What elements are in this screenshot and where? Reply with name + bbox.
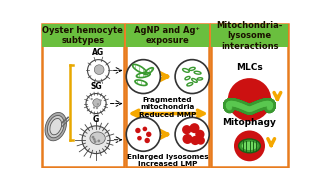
Circle shape — [145, 138, 150, 143]
Ellipse shape — [90, 132, 105, 144]
Circle shape — [82, 126, 110, 154]
Circle shape — [191, 136, 200, 145]
Circle shape — [96, 107, 98, 109]
Circle shape — [96, 106, 98, 108]
Text: SG: SG — [90, 82, 102, 91]
Text: AgNP and Ag⁺
exposure: AgNP and Ag⁺ exposure — [134, 26, 200, 46]
Circle shape — [90, 98, 93, 100]
Ellipse shape — [239, 139, 260, 153]
Ellipse shape — [47, 115, 64, 138]
Circle shape — [88, 60, 109, 81]
Circle shape — [86, 94, 106, 114]
Circle shape — [189, 123, 200, 133]
Circle shape — [99, 99, 102, 102]
Text: Oyster hemocyte
subtypes: Oyster hemocyte subtypes — [43, 26, 123, 46]
Circle shape — [143, 127, 147, 131]
Circle shape — [135, 128, 141, 133]
Bar — [211, 24, 288, 47]
Circle shape — [175, 117, 209, 151]
Circle shape — [94, 140, 97, 143]
Text: AG: AG — [92, 48, 104, 57]
Text: MLCs: MLCs — [236, 63, 263, 72]
Circle shape — [126, 60, 160, 94]
Circle shape — [98, 139, 100, 142]
Text: Fragmented
mitochondria
Reduced MMP: Fragmented mitochondria Reduced MMP — [139, 97, 196, 118]
Circle shape — [183, 134, 193, 144]
Circle shape — [182, 125, 191, 134]
Circle shape — [93, 106, 95, 109]
Circle shape — [175, 60, 209, 94]
Bar — [42, 24, 124, 167]
Circle shape — [137, 136, 142, 140]
Circle shape — [97, 103, 99, 105]
Circle shape — [196, 136, 205, 145]
Ellipse shape — [242, 142, 257, 150]
Circle shape — [195, 130, 204, 139]
Text: Mitochondria-
lysosome
interactions: Mitochondria- lysosome interactions — [216, 21, 283, 51]
Circle shape — [93, 99, 101, 107]
Circle shape — [146, 132, 151, 137]
Bar — [42, 24, 124, 47]
Circle shape — [93, 138, 96, 141]
Text: G: G — [93, 115, 99, 124]
Circle shape — [234, 130, 265, 161]
Circle shape — [92, 136, 94, 139]
Bar — [126, 24, 209, 47]
Bar — [126, 24, 209, 167]
Ellipse shape — [50, 119, 62, 135]
Text: Enlarged lysosomes
Increased LMP: Enlarged lysosomes Increased LMP — [127, 154, 208, 167]
Text: Mitophagy: Mitophagy — [223, 118, 277, 127]
Bar — [211, 24, 288, 167]
Circle shape — [126, 117, 160, 151]
Circle shape — [228, 78, 271, 121]
Ellipse shape — [45, 112, 66, 141]
Circle shape — [94, 65, 104, 74]
